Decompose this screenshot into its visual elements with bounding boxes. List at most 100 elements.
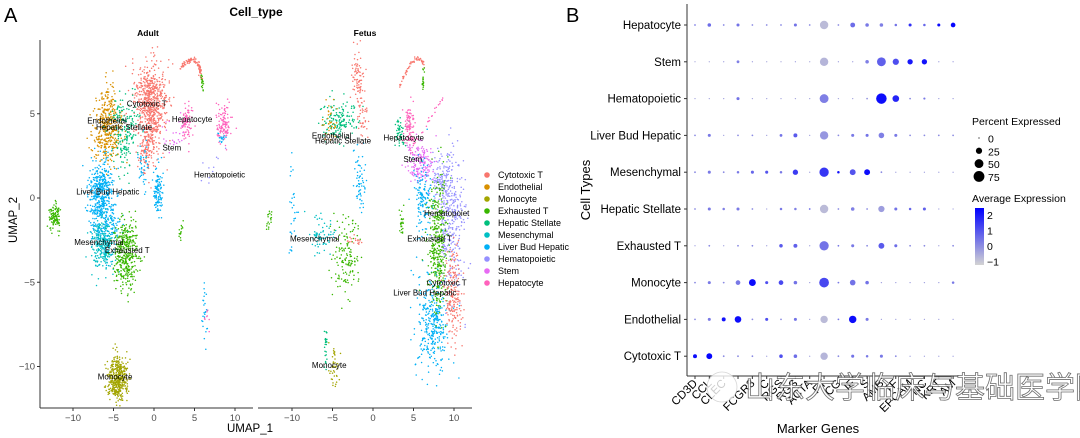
umap-point	[186, 62, 189, 64]
umap-point	[109, 143, 112, 146]
umap-point	[98, 203, 101, 205]
umap-point	[121, 130, 123, 132]
umap-point	[335, 113, 338, 116]
umap-point	[118, 90, 121, 92]
umap-point	[120, 137, 123, 140]
umap-point	[427, 192, 430, 194]
umap-point	[158, 178, 160, 181]
umap-point	[110, 132, 113, 135]
umap-point	[138, 255, 140, 258]
umap-point	[184, 121, 186, 123]
umap-point	[142, 80, 145, 83]
umap-point	[154, 81, 156, 83]
umap-point	[226, 113, 229, 116]
umap-point	[85, 209, 88, 212]
umap-point	[114, 382, 116, 385]
umap-point	[150, 103, 152, 106]
umap-point	[346, 101, 348, 103]
umap-point	[115, 263, 117, 265]
umap-point	[55, 205, 57, 208]
umap-point	[359, 57, 362, 60]
umap-point	[181, 139, 183, 142]
umap-point	[159, 95, 162, 97]
umap-point	[436, 168, 438, 170]
umap-point	[96, 226, 98, 228]
umap-point	[437, 167, 439, 169]
umap-point	[112, 98, 115, 101]
umap-point	[157, 195, 160, 198]
umap-point	[103, 217, 106, 220]
umap-point	[148, 135, 150, 137]
umap-point	[424, 344, 426, 347]
umap-point	[107, 264, 110, 267]
umap-point	[411, 166, 413, 168]
umap-point	[91, 273, 93, 276]
umap-point	[111, 147, 114, 150]
umap-point	[113, 180, 115, 182]
umap-point	[154, 113, 156, 115]
umap-point	[104, 220, 106, 222]
umap-point	[128, 227, 131, 229]
umap-point	[106, 225, 108, 227]
umap-point	[356, 86, 358, 88]
umap-point	[152, 129, 154, 131]
umap-point	[153, 100, 156, 102]
umap-point	[156, 126, 159, 129]
umap-point	[353, 58, 356, 60]
umap-point	[129, 224, 132, 226]
umap-point	[361, 111, 364, 113]
umap-point	[440, 366, 443, 369]
umap-point	[443, 230, 445, 232]
umap-point	[101, 202, 103, 205]
umap-point	[123, 119, 126, 122]
umap-point	[122, 387, 124, 390]
umap-point	[429, 160, 431, 162]
umap-point	[180, 239, 182, 242]
umap-point	[152, 82, 154, 85]
umap-point	[119, 220, 121, 223]
umap-point	[420, 176, 422, 179]
umap-point	[130, 123, 132, 126]
umap-point	[430, 148, 432, 150]
umap-point	[156, 192, 159, 194]
umap-point	[427, 197, 429, 200]
umap-point	[123, 255, 126, 257]
umap-point	[46, 225, 49, 227]
umap-point	[130, 125, 132, 128]
umap-point	[90, 130, 92, 133]
umap-point	[424, 197, 427, 199]
umap-point	[104, 181, 107, 183]
umap-point	[144, 126, 146, 129]
umap-point	[56, 213, 59, 216]
umap-point	[157, 198, 160, 201]
umap-point	[93, 139, 96, 142]
umap-point	[90, 208, 93, 210]
umap-point	[358, 70, 360, 73]
umap-point	[153, 122, 155, 124]
umap-point	[142, 107, 144, 110]
umap-point	[99, 223, 102, 226]
umap-point	[144, 191, 147, 193]
umap-point	[139, 260, 142, 262]
umap-point	[99, 139, 102, 141]
umap-point	[151, 127, 153, 130]
umap-point	[323, 106, 325, 109]
umap-point	[91, 195, 93, 198]
umap-point	[409, 172, 412, 174]
umap-point	[154, 168, 157, 171]
umap-point	[112, 121, 115, 124]
umap-point	[115, 145, 118, 147]
umap-point	[151, 114, 153, 117]
umap-point	[161, 119, 164, 121]
umap-point	[137, 159, 140, 162]
umap-point	[425, 171, 427, 174]
umap-point	[223, 114, 226, 117]
umap-point	[161, 105, 163, 107]
umap-point	[125, 154, 127, 156]
umap-point	[122, 234, 124, 237]
umap-point	[103, 226, 105, 228]
umap-point	[92, 176, 95, 179]
umap-point	[104, 148, 107, 151]
umap-point	[223, 108, 226, 111]
umap-point	[87, 179, 89, 182]
